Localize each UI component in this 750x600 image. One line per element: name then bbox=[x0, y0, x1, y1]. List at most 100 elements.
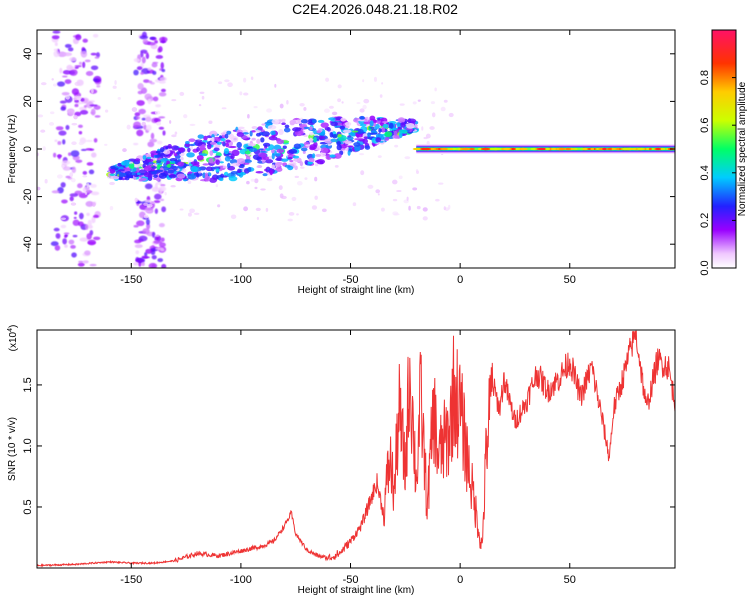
spectrogram-blob bbox=[266, 177, 273, 182]
spectrogram-blob bbox=[377, 193, 380, 196]
spectrogram-blob bbox=[373, 76, 377, 82]
spectrogram-blob bbox=[150, 168, 155, 172]
snr-scale-exponent: 4 bbox=[7, 328, 14, 332]
spectrogram-carrier-blob bbox=[530, 147, 537, 151]
spectrogram-blob bbox=[54, 245, 61, 251]
spectrogram-blob bbox=[109, 168, 116, 174]
spectrogram-blob bbox=[225, 139, 231, 143]
spectrogram-blob bbox=[188, 138, 196, 143]
spectrogram-blob bbox=[354, 138, 363, 141]
spectrogram-blob bbox=[363, 98, 370, 104]
spectrogram-blob bbox=[166, 160, 171, 165]
spectrogram-blob bbox=[295, 119, 303, 124]
spectrogram-blob bbox=[215, 144, 221, 148]
spectrogram-blob bbox=[217, 204, 221, 208]
spectrogram-blob bbox=[293, 143, 302, 150]
spectrogram-blob bbox=[104, 109, 109, 113]
spectrogram-blob bbox=[138, 108, 146, 115]
spectrogram-blob bbox=[369, 120, 374, 127]
spectrogram-blob bbox=[438, 182, 444, 185]
spectrogram-carrier-blob bbox=[449, 147, 453, 151]
spectrogram-blob bbox=[93, 214, 99, 218]
spectrogram-blob bbox=[37, 114, 44, 118]
spectrogram-blob bbox=[73, 97, 77, 101]
spectrogram-blob bbox=[208, 120, 213, 124]
spectrogram-blob bbox=[91, 216, 96, 224]
spectrogram-blob bbox=[372, 119, 377, 124]
spectrogram-blob bbox=[70, 150, 80, 157]
snr-y-tick-label: 0.5 bbox=[22, 499, 34, 514]
spectrogram-blob bbox=[236, 141, 242, 149]
spectrogram-blob bbox=[170, 184, 176, 188]
spectrogram-blob bbox=[143, 202, 148, 206]
spectrogram-blob bbox=[160, 248, 165, 252]
spectrogram-blob bbox=[77, 262, 85, 267]
snr-x-ticks: -150 -100 -50 0 50 bbox=[120, 330, 576, 586]
spectrogram-blob bbox=[133, 121, 142, 128]
spectrogram-blob bbox=[57, 81, 66, 87]
spectrogram-blob bbox=[78, 130, 83, 135]
spectrogram-blob bbox=[246, 180, 250, 185]
spectrogram-blob bbox=[292, 155, 300, 159]
spectrogram-blob bbox=[124, 171, 133, 176]
spectrogram-carrier-blob bbox=[481, 147, 490, 151]
spectrogram-blob bbox=[253, 106, 258, 109]
snr-y-ticks: 0.5 1.0 1.5 bbox=[22, 377, 675, 515]
spectrogram-blob bbox=[406, 196, 409, 201]
spectrogram-blob bbox=[74, 66, 79, 69]
spectrogram-blob bbox=[171, 145, 179, 151]
spectrogram-blob bbox=[190, 161, 200, 165]
spectrogram-panel: -150 -100 -50 0 50 -40 -20 0 20 40 Height of str… bbox=[7, 29, 676, 296]
spectrogram-carrier-blob bbox=[620, 147, 631, 151]
snr-y-tick-label: 1.0 bbox=[22, 438, 34, 453]
spectrogram-blob bbox=[292, 127, 302, 132]
spectrogram-blob bbox=[51, 35, 60, 40]
spectrogram-blob bbox=[158, 242, 166, 248]
spectrogram-blob bbox=[87, 239, 97, 246]
spectrogram-blob bbox=[161, 206, 167, 213]
spectrogram-blob bbox=[209, 177, 218, 183]
spectrogram-blob bbox=[328, 117, 336, 121]
spectrogram-blob bbox=[381, 82, 384, 85]
spectrogram-blob bbox=[394, 144, 399, 148]
spectrogram-carrier-blob bbox=[501, 147, 512, 151]
spectrogram-blob bbox=[288, 148, 298, 154]
spectrogram-blob bbox=[90, 183, 97, 188]
spectrogram-blob bbox=[398, 129, 408, 134]
spectrogram-blob bbox=[189, 208, 195, 214]
spectrogram-blob bbox=[77, 183, 83, 189]
spectrogram-blob bbox=[64, 43, 72, 48]
snr-series-line bbox=[37, 330, 675, 568]
spectrogram-blob bbox=[55, 126, 64, 131]
spectrogram-blob bbox=[145, 124, 152, 132]
spectrogram-blob bbox=[78, 61, 82, 65]
spectrogram-blob bbox=[141, 121, 146, 126]
spectrogram-blob bbox=[375, 137, 382, 143]
spectrogram-blob bbox=[397, 117, 406, 124]
spectrogram-blob bbox=[160, 185, 165, 191]
spectrogram-blob bbox=[227, 162, 231, 169]
spectrogram-blob bbox=[271, 164, 276, 169]
spectrogram-blob bbox=[160, 88, 166, 93]
spectrogram-blob bbox=[189, 123, 196, 126]
spectrogram-blob bbox=[262, 142, 271, 147]
spectrogram-blob bbox=[399, 103, 405, 106]
colorbar: 0.0 0.2 0.4 0.6 0.8 Normalized spectral ampl… bbox=[699, 29, 748, 276]
spectrogram-blob bbox=[156, 121, 162, 126]
spectrogram-blob bbox=[257, 126, 263, 131]
spectrogram-blob bbox=[77, 221, 84, 227]
spectrogram-blob bbox=[76, 95, 82, 101]
spectrogram-blob bbox=[57, 141, 62, 145]
spectrogram-blob bbox=[231, 162, 241, 167]
spectrogram-blob bbox=[82, 38, 88, 43]
spectrogram-blob bbox=[170, 160, 176, 164]
spectrogram-y-tick-label: 0 bbox=[22, 146, 34, 152]
spectrogram-carrier-blob bbox=[545, 147, 551, 151]
spectrogram-blob bbox=[303, 106, 307, 111]
spectrogram-blob bbox=[166, 163, 171, 168]
spectrogram-carrier-blob bbox=[631, 147, 638, 151]
spectrogram-blob bbox=[183, 164, 190, 167]
spectrogram-blob bbox=[151, 62, 158, 68]
spectrogram-blob bbox=[185, 141, 190, 144]
spectrogram-blob bbox=[320, 122, 329, 128]
